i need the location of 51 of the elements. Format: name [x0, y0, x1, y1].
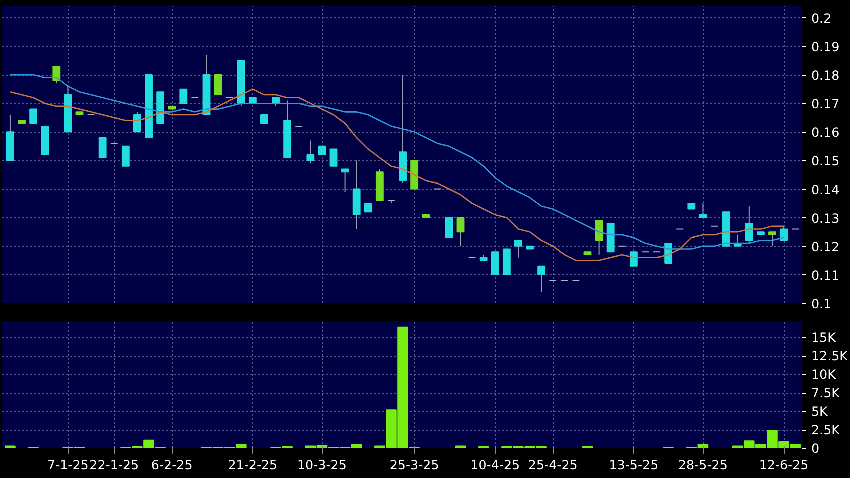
y-tick-label: 0.1	[812, 296, 832, 312]
candlestick	[595, 220, 604, 256]
candlestick	[514, 240, 522, 258]
candlestick	[456, 217, 465, 247]
candlestick	[699, 203, 708, 218]
candlestick	[538, 266, 546, 293]
x-tick-label: 10-4-25	[470, 458, 520, 472]
candlestick	[214, 74, 222, 96]
candlestick	[780, 226, 788, 242]
candlestick	[491, 252, 500, 276]
candlestick	[134, 112, 142, 133]
y-tick-label: 0.15	[812, 154, 840, 169]
y-tick-label: 0.13	[812, 210, 840, 226]
candlestick	[388, 200, 396, 204]
candlestick	[341, 168, 350, 193]
candlestick	[330, 148, 338, 167]
x-tick-label: 22-1-25	[90, 458, 140, 472]
candlestick	[52, 66, 61, 84]
y-tick-label: 0.12	[812, 239, 840, 254]
x-tick-label: 25-3-25	[390, 458, 440, 472]
candlestick	[98, 137, 107, 158]
candlestick	[306, 140, 315, 164]
y-tick-label: 0.19	[812, 39, 840, 54]
candlestick	[768, 232, 776, 247]
y-tick-label: 12.5K	[812, 348, 849, 364]
x-tick-label: 12-6-25	[759, 458, 809, 472]
x-tick-label: 21-2-25	[228, 458, 278, 472]
y-tick-label: 0.14	[812, 182, 840, 198]
y-tick-label: 0.11	[812, 268, 840, 283]
y-tick-label: 2.5K	[812, 422, 841, 438]
y-tick-label: 15K	[812, 330, 837, 346]
x-tick-label: 13-5-25	[609, 458, 659, 472]
candlestick	[180, 88, 188, 104]
x-tick-label: 10-3-25	[298, 458, 347, 472]
y-tick-label: 0.2	[812, 10, 832, 26]
x-tick-label: 7-1-25	[48, 458, 89, 472]
y-tick-label: 0.17	[812, 96, 840, 112]
candlestick	[122, 146, 130, 167]
x-tick-label: 28-5-25	[678, 458, 728, 472]
x-tick-label: 25-4-25	[528, 458, 578, 472]
candlestick	[745, 206, 754, 244]
y-tick-label: 5K	[812, 404, 829, 420]
y-tick-label: 0.16	[812, 125, 840, 140]
candlestick	[445, 217, 454, 238]
y-tick-label: 0	[812, 441, 820, 456]
y-tick-label: 0.18	[812, 68, 840, 84]
x-tick-label: 6-2-25	[151, 458, 193, 472]
y-tick-label: 10K	[812, 367, 837, 382]
y-tick-label: 7.5K	[812, 386, 841, 401]
candlestick	[630, 252, 638, 267]
candlestick	[30, 108, 38, 124]
